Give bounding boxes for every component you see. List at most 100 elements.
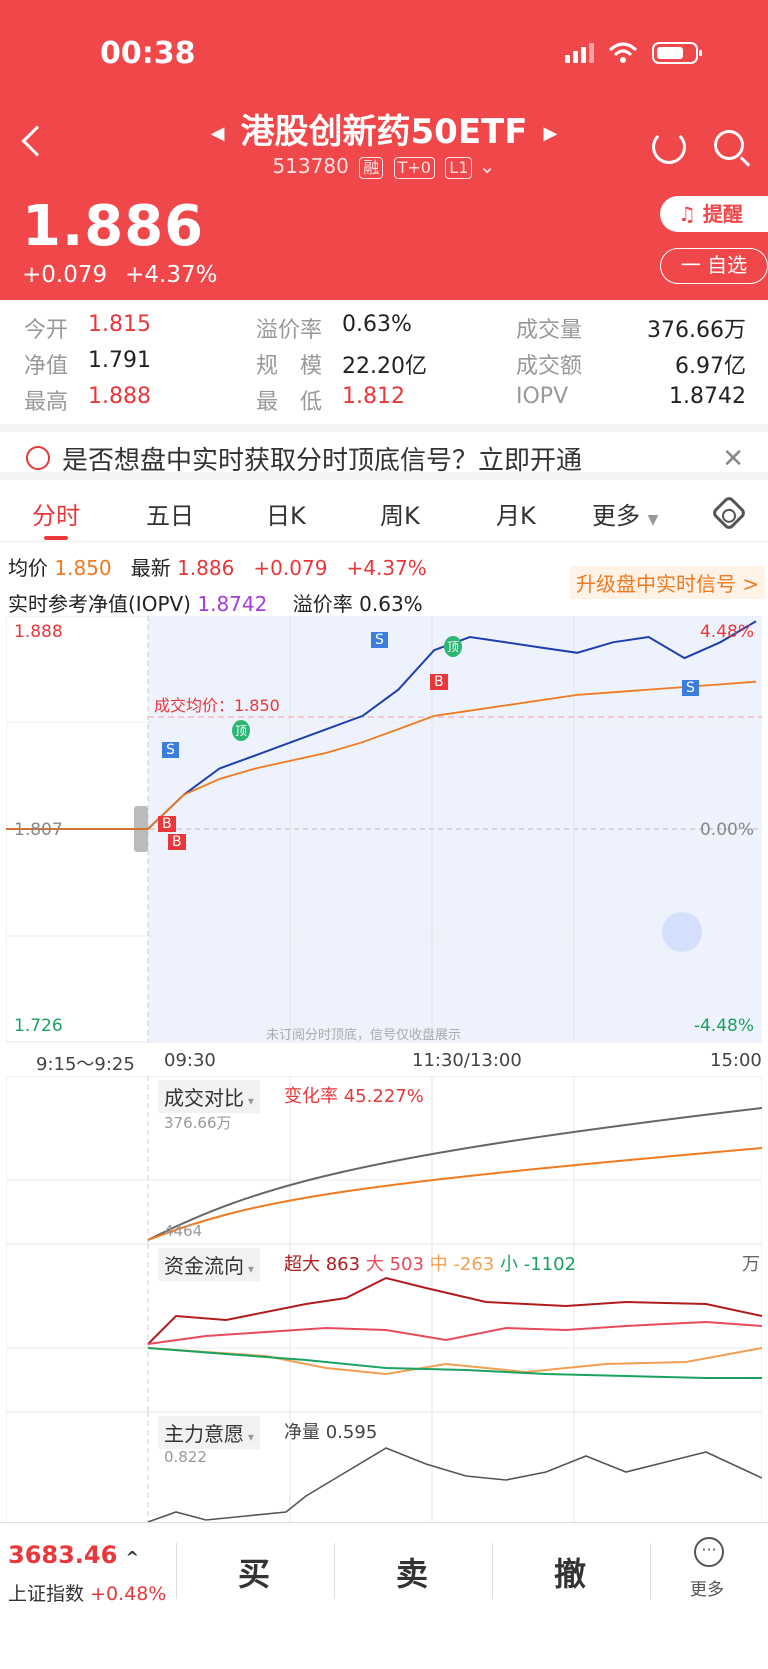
main-intent-panel[interactable] [5, 1411, 763, 1525]
upgrade-signal-link[interactable]: 升级盘中实时信号 > [570, 566, 766, 599]
pct-top-label: 4.48% [699, 622, 754, 642]
high-label: 最高 [24, 390, 69, 415]
chevron-down-icon[interactable]: ⌄ [478, 154, 496, 178]
banner-text[interactable]: 是否想盘中实时获取分时顶底信号？立即开通 [62, 446, 583, 476]
sell-marker: S [162, 742, 179, 758]
net-volume-text: 净量 0.595 [284, 1418, 377, 1444]
flow-l-label: 大 [365, 1254, 384, 1275]
avg-value: 1.850 [54, 556, 112, 580]
info-premium-label: 溢价率 [292, 592, 353, 616]
change-value: +0.079 [22, 262, 108, 288]
flow-s-value: -1102 [523, 1254, 577, 1275]
search-icon[interactable] [714, 130, 744, 160]
price-change: +0.079 +4.37% [22, 262, 235, 288]
page-title[interactable]: ◀ 港股创新药50ETF ▶ [0, 104, 768, 153]
tab-underline [44, 536, 68, 540]
iopv-ref-value: 1.8742 [197, 592, 268, 616]
flow-svg [5, 1243, 763, 1413]
wifi-icon [608, 42, 638, 63]
flow-s-label: 小 [499, 1254, 518, 1275]
signal-banner[interactable]: 是否想盘中实时获取分时顶底信号？立即开通 ✕ [0, 424, 768, 480]
tab-intraday[interactable]: 分时 [32, 502, 80, 530]
divider [650, 1543, 651, 1599]
divider [334, 1543, 335, 1599]
bottom-trade-bar: 3683.46 ^ 上证指数 +0.48% 买 卖 撤 ··· 更多 [0, 1522, 768, 1669]
avg-price-annotation: 成交均价：1.850 [154, 696, 280, 715]
status-time: 00:38 [100, 36, 196, 71]
volume-bottom-value: 4464 [164, 1222, 203, 1240]
flow-xl-line [147, 1276, 763, 1345]
fund-flow-panel[interactable] [5, 1243, 763, 1413]
open-label: 今开 [24, 318, 69, 343]
fund-flow-values: 超大 863 大 503 中 -263 小 -1102 [284, 1250, 576, 1276]
index-name-line[interactable]: 上证指数 +0.48% [8, 1579, 166, 1606]
high-value: 1.888 [88, 384, 151, 409]
intent-top-value: 0.822 [164, 1448, 207, 1466]
net-label: 净量 [284, 1422, 320, 1443]
cancel-order-button[interactable]: 撤 [554, 1555, 587, 1593]
buy-button[interactable]: 买 [238, 1555, 271, 1593]
alert-button[interactable]: ♫ 提醒 [660, 196, 768, 232]
amount-label: 成交额 [516, 354, 583, 379]
more-icon[interactable]: ··· [694, 1537, 724, 1567]
time-label-close: 15:00 [710, 1050, 762, 1071]
prev-stock-icon[interactable]: ◀ [210, 123, 225, 144]
price-series-group [6, 620, 757, 830]
intent-svg [5, 1411, 763, 1525]
sell-marker: S [682, 680, 699, 696]
iopv-ref-label: 实时参考净值(IOPV) [8, 592, 191, 616]
change-rate-label: 变化率 [284, 1086, 338, 1107]
price-line [6, 620, 757, 830]
y-top-label: 1.888 [14, 622, 63, 642]
refresh-icon[interactable] [652, 130, 686, 164]
low-value: 1.812 [342, 384, 405, 409]
fund-flow-tab[interactable]: 资金流向 [158, 1248, 260, 1281]
tab-more[interactable]: 更多 ▼ [592, 496, 658, 531]
index-value[interactable]: 3683.46 ^ [8, 1541, 139, 1569]
price-info-line: 均价 1.850 最新 1.886 +0.079 +4.37% [8, 552, 427, 581]
stock-code-line[interactable]: 513780 融 T+0 L1 ⌄ [0, 154, 768, 179]
iopv-info-line: 实时参考净值(IOPV) 1.8742 溢价率 0.63% [8, 588, 423, 617]
volume-compare-tab[interactable]: 成交对比 [158, 1080, 260, 1113]
cellular-signal-icon [565, 43, 594, 63]
next-stock-icon[interactable]: ▶ [543, 123, 558, 144]
intent-line [147, 1447, 763, 1523]
level-tag: L1 [445, 157, 473, 179]
tab-five-day[interactable]: 五日 [146, 502, 194, 530]
close-icon[interactable]: ✕ [722, 444, 744, 474]
sell-marker: S [371, 632, 388, 648]
bell-icon: ♫ [678, 202, 703, 226]
buy-marker: B [168, 834, 186, 850]
settings-icon[interactable] [710, 494, 748, 532]
watchlist-button[interactable]: 一 自选 [660, 248, 768, 284]
t0-tag: T+0 [393, 157, 435, 179]
flow-m-value: -263 [453, 1254, 495, 1275]
volume-today-line [147, 1107, 763, 1241]
y-bot-label: 1.726 [14, 1016, 63, 1036]
info-premium-value: 0.63% [359, 592, 423, 616]
main-intent-tab[interactable]: 主力意愿 [158, 1416, 260, 1449]
pct-mid-label: 0.00% [699, 820, 754, 840]
intraday-chart[interactable]: 1.888 1.807 1.726 4.48% 0.00% -4.48% 成交均… [6, 616, 762, 1044]
scale-label: 规 模 [256, 354, 323, 379]
amount-value: 6.97亿 [675, 354, 746, 379]
volume-change-label: 变化率 45.227% [284, 1082, 424, 1108]
fullscreen-icon[interactable] [662, 912, 702, 952]
tab-daily-k[interactable]: 日K [266, 502, 306, 530]
caret-up-icon[interactable]: ^ [125, 1548, 140, 1567]
buy-marker: B [158, 816, 176, 832]
latest-value: 1.886 [177, 556, 235, 580]
time-label-midday: 11:30/13:00 [412, 1050, 522, 1071]
time-label-open: 09:30 [164, 1050, 216, 1071]
header: 00:38 ◀ 港股创新药50ETF ▶ 513780 融 T+0 L1 ⌄ 1.8… [0, 0, 768, 300]
volume-top-value: 376.66万 [164, 1114, 232, 1132]
tab-weekly-k[interactable]: 周K [380, 502, 420, 530]
chart-svg [6, 616, 762, 1043]
tab-monthly-k[interactable]: 月K [496, 502, 536, 530]
sell-button[interactable]: 卖 [396, 1555, 429, 1593]
change-percent: +4.37% [125, 262, 218, 288]
more-label[interactable]: 更多 [690, 1580, 724, 1600]
volume-label: 成交量 [516, 318, 583, 343]
flow-xl-value: 863 [325, 1254, 361, 1275]
flow-m-label: 中 [429, 1254, 448, 1275]
